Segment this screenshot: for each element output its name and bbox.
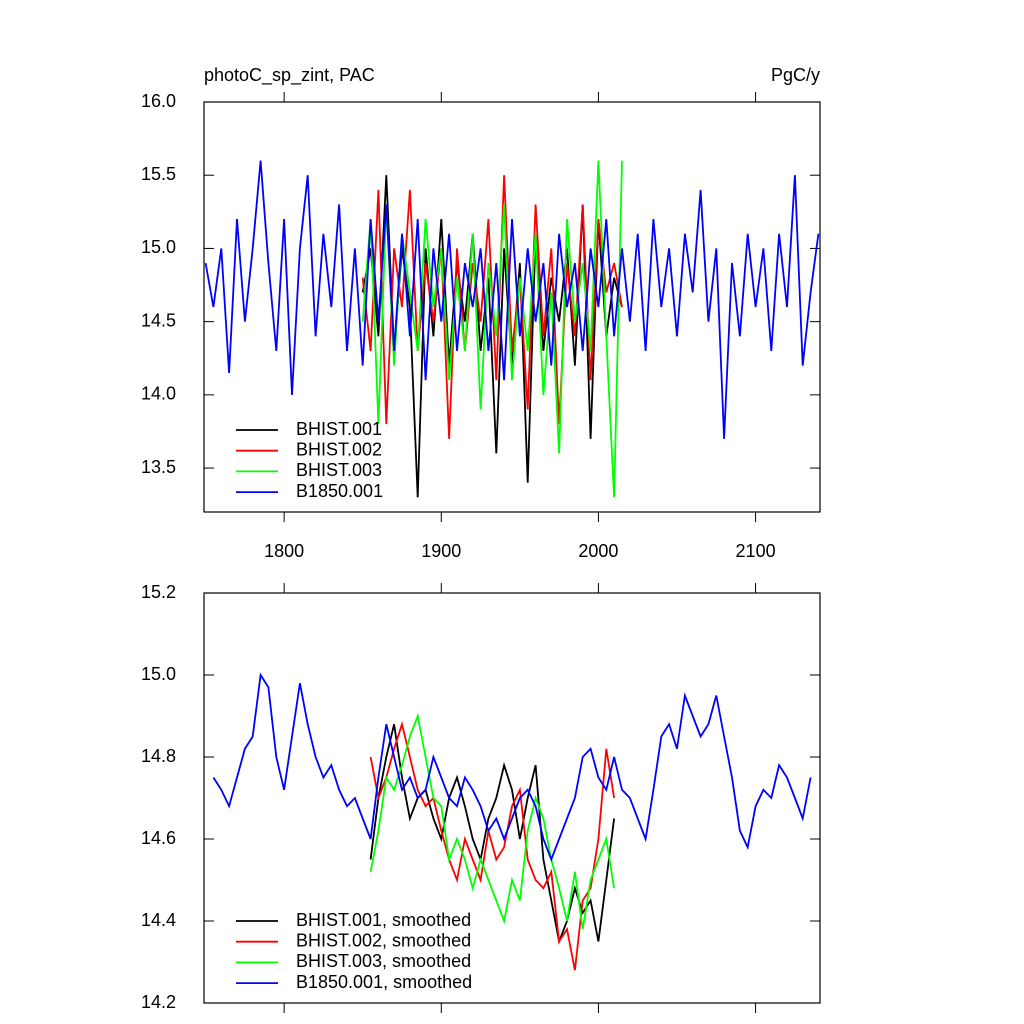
y-tick-label: 14.5 bbox=[141, 310, 176, 330]
y-tick-label: 15.0 bbox=[141, 664, 176, 684]
x-tick-label: 1900 bbox=[421, 541, 461, 561]
x-tick-label: 2000 bbox=[578, 541, 618, 561]
y-tick-label: 15.5 bbox=[141, 164, 176, 184]
plot-frame bbox=[203, 592, 821, 1004]
y-tick-label: 15.2 bbox=[141, 582, 176, 602]
chart-title: photoC_sp_zint, PAC bbox=[204, 65, 375, 86]
y-tick-label: 14.6 bbox=[141, 828, 176, 848]
series-line bbox=[212, 672, 812, 863]
series-line bbox=[369, 712, 615, 930]
y-tick-label: 15.0 bbox=[141, 237, 176, 257]
legend-label: BHIST.002 bbox=[296, 439, 382, 459]
legend-label: BHIST.001 bbox=[296, 419, 382, 439]
y-tick-label: 13.5 bbox=[141, 457, 176, 477]
legend-label: BHIST.003, smoothed bbox=[296, 951, 471, 971]
series-line bbox=[204, 160, 820, 439]
legend-label: B1850.001 bbox=[296, 481, 383, 501]
legend-label: B1850.001, smoothed bbox=[296, 972, 472, 992]
y-tick-label: 14.8 bbox=[141, 746, 176, 766]
y-tick-label: 16.0 bbox=[141, 91, 176, 111]
series-line bbox=[369, 720, 615, 971]
legend-label: BHIST.003 bbox=[296, 460, 382, 480]
legend-label: BHIST.002, smoothed bbox=[296, 930, 471, 950]
series-line bbox=[369, 723, 615, 945]
y-tick-label: 14.0 bbox=[141, 384, 176, 404]
x-tick-label: 2100 bbox=[736, 541, 776, 561]
plot-frame bbox=[203, 101, 821, 513]
legend-label: BHIST.001, smoothed bbox=[296, 910, 471, 930]
units-label: PgC/y bbox=[771, 65, 820, 85]
x-tick-label: 1800 bbox=[264, 541, 304, 561]
y-tick-label: 14.4 bbox=[141, 910, 176, 930]
y-tick-label: 14.2 bbox=[141, 992, 176, 1012]
